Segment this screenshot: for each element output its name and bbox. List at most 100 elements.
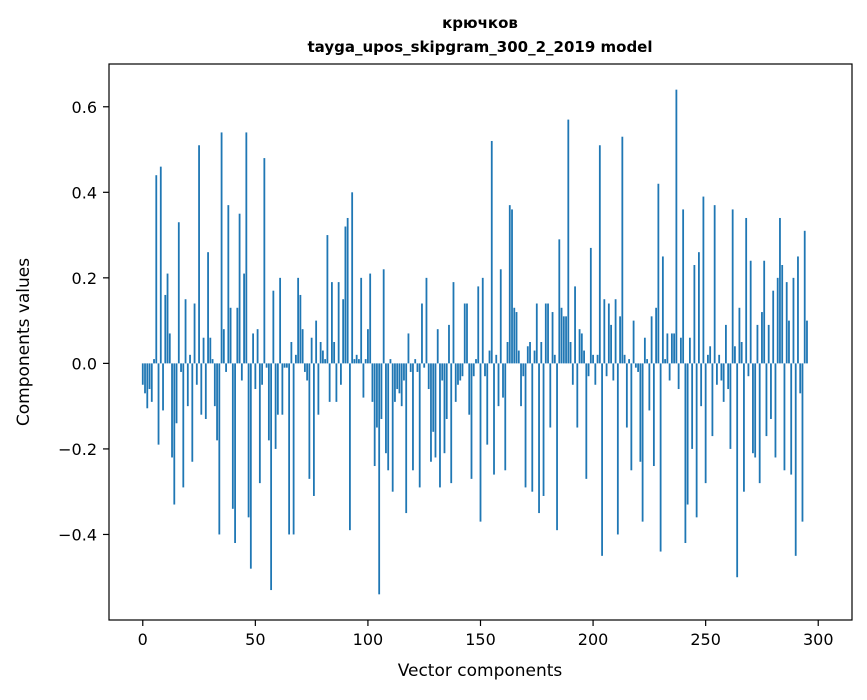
bar <box>164 294 167 364</box>
bar <box>607 303 610 364</box>
bar <box>601 363 603 556</box>
x-tick-label: 200 <box>578 630 609 649</box>
plot-frame <box>108 63 853 621</box>
bar <box>186 363 189 407</box>
bar <box>364 359 367 364</box>
bar <box>657 183 660 364</box>
y-axis-ticks: −0.4 −0.2 0.0 0.2 0.4 0.6 <box>58 98 109 544</box>
bar <box>294 354 297 364</box>
bar <box>425 277 428 364</box>
bar <box>704 363 707 484</box>
bar <box>162 363 164 411</box>
bar <box>650 316 653 364</box>
bar <box>398 363 401 394</box>
bar <box>144 363 146 394</box>
bar <box>412 363 414 471</box>
bar <box>648 363 651 411</box>
bar <box>569 342 572 364</box>
bar <box>371 363 374 402</box>
bar <box>261 363 263 385</box>
bar <box>542 363 545 496</box>
bar <box>610 324 612 364</box>
bar <box>477 286 480 364</box>
bar <box>686 363 689 505</box>
bar <box>252 333 254 364</box>
bar <box>619 316 621 364</box>
bar <box>216 363 218 441</box>
bar <box>698 252 700 364</box>
bar <box>632 320 635 364</box>
bar <box>531 363 534 492</box>
bar <box>288 363 291 535</box>
bar <box>367 329 369 364</box>
bar <box>238 213 241 364</box>
bar <box>204 363 207 419</box>
bar <box>736 363 739 578</box>
bar <box>585 363 588 479</box>
bar <box>373 363 376 467</box>
bar <box>625 363 628 428</box>
bar <box>763 260 766 364</box>
bar <box>362 363 365 398</box>
bar <box>466 303 468 364</box>
bar <box>209 337 212 364</box>
bar <box>303 363 306 372</box>
bar <box>326 235 329 364</box>
bar <box>434 363 437 458</box>
bar <box>443 363 446 454</box>
bar <box>707 354 709 364</box>
bar <box>574 286 576 364</box>
y-tick-label: 0.0 <box>72 354 97 373</box>
bar <box>240 363 243 381</box>
bar <box>668 363 671 381</box>
y-tick-label: −0.4 <box>58 525 97 544</box>
bar <box>340 363 342 385</box>
bar <box>511 209 513 364</box>
bar <box>623 354 626 364</box>
x-tick-label: 100 <box>353 630 384 649</box>
chart-subtitle: tayga_upos_skipgram_300_2_2019 model <box>308 38 653 56</box>
bar <box>643 337 646 364</box>
bar <box>249 363 252 569</box>
bar <box>423 363 426 368</box>
bar <box>641 363 644 522</box>
bar <box>331 282 333 364</box>
bar <box>729 363 732 449</box>
bar <box>567 119 570 364</box>
bar <box>414 359 417 364</box>
bar <box>256 329 259 364</box>
bar <box>549 363 552 428</box>
bar <box>655 307 658 364</box>
bar <box>799 363 802 394</box>
bar <box>558 239 561 364</box>
bar <box>198 145 200 364</box>
bar <box>227 205 230 364</box>
bar <box>540 342 543 364</box>
bar <box>718 354 721 364</box>
bar <box>274 363 277 449</box>
bar <box>497 363 500 407</box>
bar <box>603 299 606 364</box>
bar <box>168 333 171 364</box>
bar <box>157 363 160 445</box>
bar <box>439 363 441 488</box>
bar <box>378 363 381 595</box>
bar <box>283 363 286 368</box>
bar <box>279 277 282 364</box>
x-tick-label: 0 <box>138 630 148 649</box>
bar <box>297 277 300 364</box>
bar <box>407 333 410 364</box>
bar <box>418 363 421 488</box>
bar <box>211 359 214 364</box>
bar <box>734 346 736 364</box>
bar <box>583 350 585 364</box>
bar <box>416 363 419 372</box>
bar <box>743 363 745 492</box>
bar <box>758 363 761 484</box>
bar <box>571 363 574 385</box>
bar <box>213 363 216 407</box>
x-axis-label: Vector components <box>398 661 563 681</box>
bar <box>553 354 556 364</box>
bar <box>405 363 408 514</box>
